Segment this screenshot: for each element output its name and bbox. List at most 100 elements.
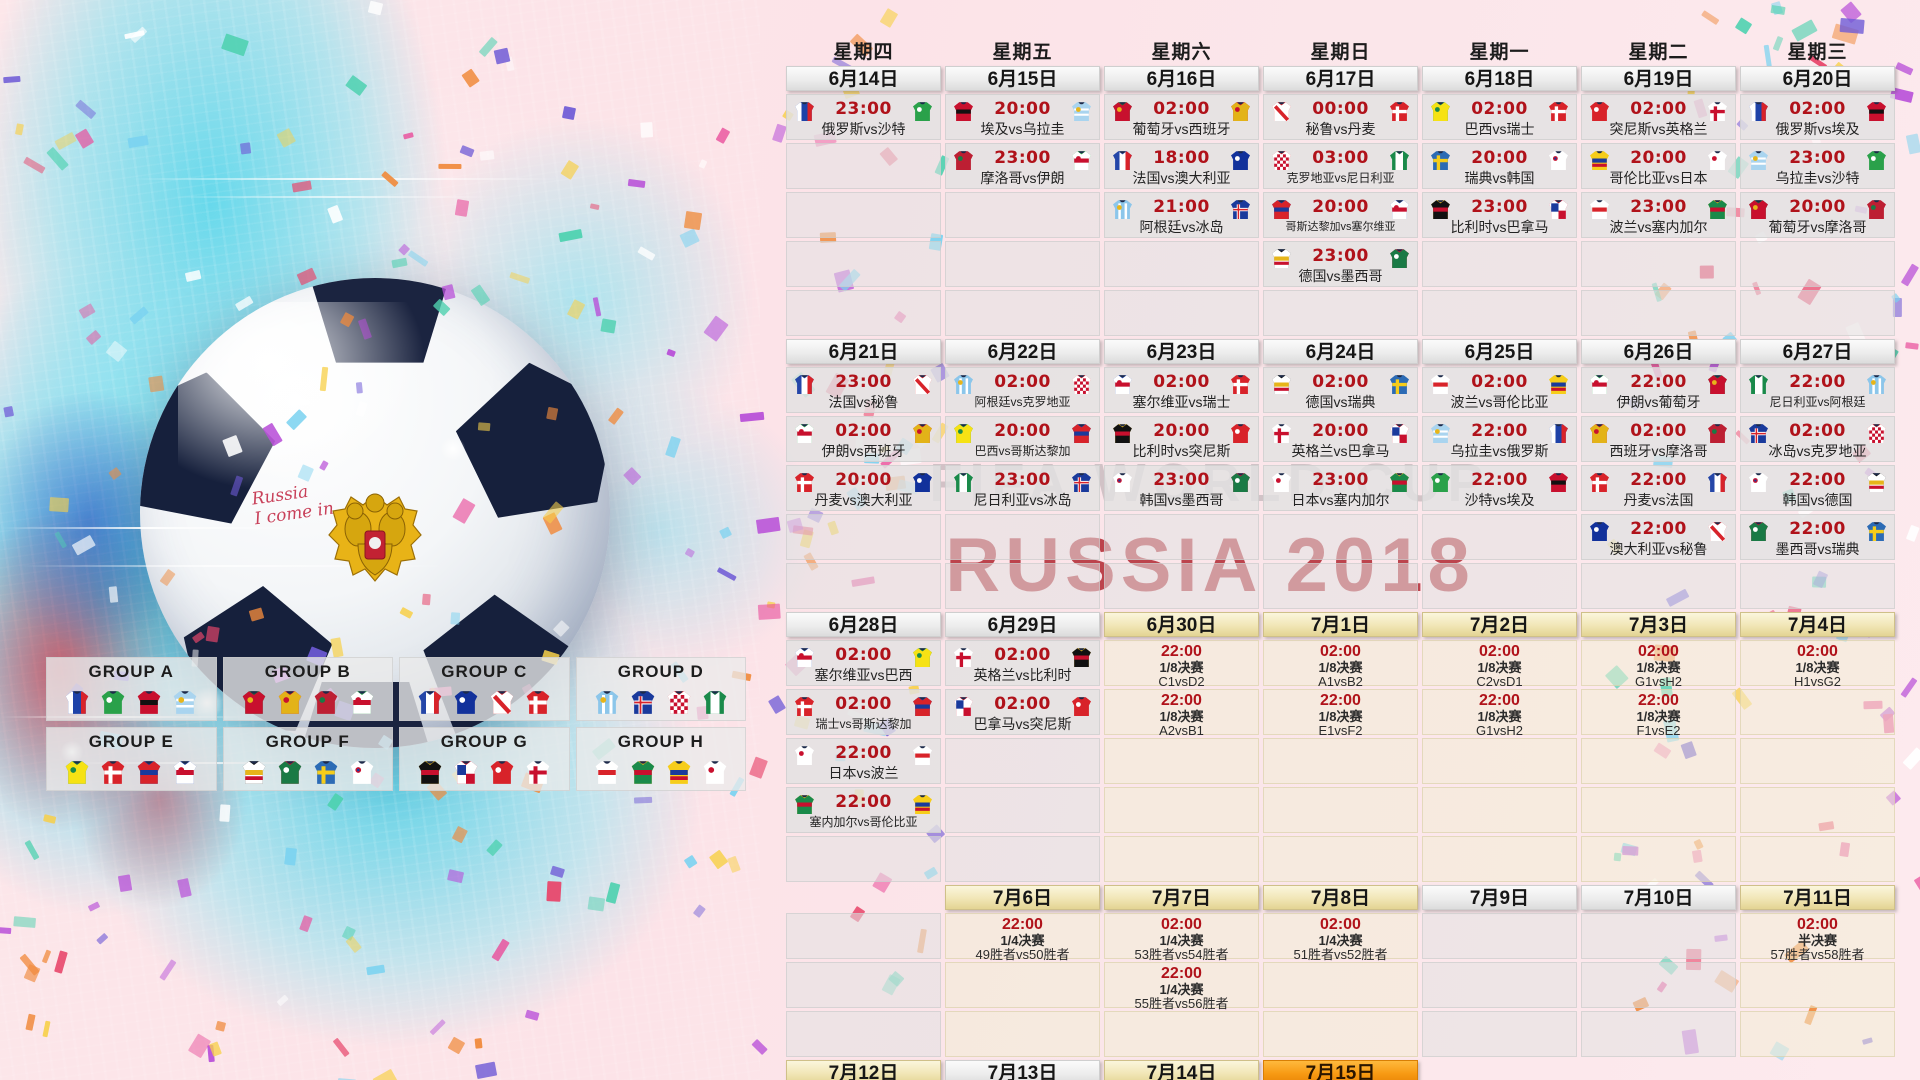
date-header-7月6日[interactable]: 7月6日 — [945, 885, 1100, 910]
date-header-7月12日[interactable]: 7月12日 — [786, 1060, 941, 1080]
match-cell[interactable]: 18:00 法国vs澳大利亚 — [1104, 143, 1259, 189]
group-box-group-h[interactable]: GROUP H — [575, 727, 746, 791]
match-cell[interactable]: 20:00 埃及vs乌拉圭 — [945, 94, 1100, 140]
match-cell[interactable]: 20:00 英格兰vs巴拿马 — [1263, 416, 1418, 462]
date-header-6月14日[interactable]: 6月14日 — [786, 66, 941, 91]
match-cell[interactable]: 21:00 阿根廷vs冰岛 — [1104, 192, 1259, 238]
match-cell[interactable]: 02:00 突尼斯vs英格兰 — [1581, 94, 1736, 140]
knockout-match-cell[interactable]: 22:00 1/8决赛 G1vsH2 — [1422, 689, 1577, 738]
match-cell[interactable]: 23:00 法国vs秘鲁 — [786, 367, 941, 413]
date-header-6月29日[interactable]: 6月29日 — [945, 612, 1100, 637]
knockout-match-cell[interactable]: 22:00 1/8决赛 F1vsE2 — [1581, 689, 1736, 738]
group-box-group-f[interactable]: GROUP F — [222, 727, 393, 791]
date-header-7月7日[interactable]: 7月7日 — [1104, 885, 1259, 910]
knockout-match-cell[interactable]: 02:00 1/8决赛 C2vsD1 — [1422, 640, 1577, 689]
match-cell[interactable]: 02:00 巴西vs瑞士 — [1422, 94, 1577, 140]
knockout-match-cell[interactable]: 22:00 1/8决赛 E1vsF2 — [1263, 689, 1418, 738]
date-header-7月11日[interactable]: 7月11日 — [1740, 885, 1895, 910]
knockout-match-cell[interactable]: 22:00 1/4决赛 55胜者vs56胜者 — [1104, 962, 1259, 1011]
match-cell[interactable]: 02:00 伊朗vs西班牙 — [786, 416, 941, 462]
match-cell[interactable]: 22:00 墨西哥vs瑞典 — [1740, 514, 1895, 560]
match-cell[interactable]: 22:00 日本vs波兰 — [786, 738, 941, 784]
date-header-6月17日[interactable]: 6月17日 — [1263, 66, 1418, 91]
match-cell[interactable]: 20:00 哥斯达黎加vs塞尔维亚 — [1263, 192, 1418, 238]
date-header-7月1日[interactable]: 7月1日 — [1263, 612, 1418, 637]
knockout-match-cell[interactable]: 02:00 半决赛 57胜者vs58胜者 — [1740, 913, 1895, 962]
match-cell[interactable]: 02:00 巴拿马vs突尼斯 — [945, 689, 1100, 735]
match-cell[interactable]: 22:00 澳大利亚vs秘鲁 — [1581, 514, 1736, 560]
match-cell[interactable]: 20:00 比利时vs突尼斯 — [1104, 416, 1259, 462]
match-cell[interactable]: 03:00 克罗地亚vs尼日利亚 — [1263, 143, 1418, 189]
date-header-7月3日[interactable]: 7月3日 — [1581, 612, 1736, 637]
date-header-7月10日[interactable]: 7月10日 — [1581, 885, 1736, 910]
match-cell[interactable]: 02:00 瑞士vs哥斯达黎加 — [786, 689, 941, 735]
match-cell[interactable]: 02:00 西班牙vs摩洛哥 — [1581, 416, 1736, 462]
match-cell[interactable]: 23:00 韩国vs墨西哥 — [1104, 465, 1259, 511]
date-header-7月9日[interactable]: 7月9日 — [1422, 885, 1577, 910]
match-cell[interactable]: 23:00 乌拉圭vs沙特 — [1740, 143, 1895, 189]
date-header-6月20日[interactable]: 6月20日 — [1740, 66, 1895, 91]
match-cell[interactable]: 02:00 冰岛vs克罗地亚 — [1740, 416, 1895, 462]
match-cell[interactable]: 02:00 阿根廷vs克罗地亚 — [945, 367, 1100, 413]
match-cell[interactable]: 02:00 英格兰vs比利时 — [945, 640, 1100, 686]
date-header-6月27日[interactable]: 6月27日 — [1740, 339, 1895, 364]
match-cell[interactable]: 20:00 丹麦vs澳大利亚 — [786, 465, 941, 511]
knockout-match-cell[interactable]: 22:00 1/8决赛 C1vsD2 — [1104, 640, 1259, 689]
date-header-6月25日[interactable]: 6月25日 — [1422, 339, 1577, 364]
date-header-7月14日[interactable]: 7月14日 — [1104, 1060, 1259, 1080]
date-header-6月23日[interactable]: 6月23日 — [1104, 339, 1259, 364]
date-header-6月16日[interactable]: 6月16日 — [1104, 66, 1259, 91]
match-cell[interactable]: 23:00 比利时vs巴拿马 — [1422, 192, 1577, 238]
match-cell[interactable]: 23:00 日本vs塞内加尔 — [1263, 465, 1418, 511]
knockout-match-cell[interactable]: 22:00 1/8决赛 A2vsB1 — [1104, 689, 1259, 738]
match-cell[interactable]: 00:00 秘鲁vs丹麦 — [1263, 94, 1418, 140]
match-cell[interactable]: 23:00 摩洛哥vs伊朗 — [945, 143, 1100, 189]
date-header-7月8日[interactable]: 7月8日 — [1263, 885, 1418, 910]
knockout-match-cell[interactable]: 02:00 1/8决赛 H1vsG2 — [1740, 640, 1895, 689]
match-cell[interactable]: 22:00 韩国vs德国 — [1740, 465, 1895, 511]
knockout-match-cell[interactable]: 02:00 1/8决赛 A1vsB2 — [1263, 640, 1418, 689]
match-cell[interactable]: 23:00 德国vs墨西哥 — [1263, 241, 1418, 287]
group-box-group-g[interactable]: GROUP G — [399, 727, 570, 791]
match-cell[interactable]: 23:00 尼日利亚vs冰岛 — [945, 465, 1100, 511]
group-box-group-a[interactable]: GROUP A — [46, 657, 217, 721]
match-cell[interactable]: 22:00 丹麦vs法国 — [1581, 465, 1736, 511]
knockout-match-cell[interactable]: 02:00 1/4决赛 51胜者vs52胜者 — [1263, 913, 1418, 962]
match-cell[interactable]: 23:00 波兰vs塞内加尔 — [1581, 192, 1736, 238]
date-header-7月13日[interactable]: 7月13日 — [945, 1060, 1100, 1080]
match-cell[interactable]: 02:00 德国vs瑞典 — [1263, 367, 1418, 413]
date-header-6月15日[interactable]: 6月15日 — [945, 66, 1100, 91]
match-cell[interactable]: 20:00 哥伦比亚vs日本 — [1581, 143, 1736, 189]
match-cell[interactable]: 20:00 葡萄牙vs摩洛哥 — [1740, 192, 1895, 238]
match-cell[interactable]: 22:00 乌拉圭vs俄罗斯 — [1422, 416, 1577, 462]
date-header-6月28日[interactable]: 6月28日 — [786, 612, 941, 637]
match-cell[interactable]: 20:00 瑞典vs韩国 — [1422, 143, 1577, 189]
match-cell[interactable]: 02:00 葡萄牙vs西班牙 — [1104, 94, 1259, 140]
date-header-6月18日[interactable]: 6月18日 — [1422, 66, 1577, 91]
match-cell[interactable]: 02:00 塞尔维亚vs巴西 — [786, 640, 941, 686]
match-cell[interactable]: 02:00 俄罗斯vs埃及 — [1740, 94, 1895, 140]
match-cell[interactable]: 23:00 俄罗斯vs沙特 — [786, 94, 941, 140]
match-cell[interactable]: 22:00 塞内加尔vs哥伦比亚 — [786, 787, 941, 833]
group-box-group-e[interactable]: GROUP E — [46, 727, 217, 791]
match-cell[interactable]: 22:00 沙特vs埃及 — [1422, 465, 1577, 511]
date-header-6月21日[interactable]: 6月21日 — [786, 339, 941, 364]
date-header-7月15日[interactable]: 7月15日 — [1263, 1060, 1418, 1080]
date-header-6月30日[interactable]: 6月30日 — [1104, 612, 1259, 637]
date-header-6月19日[interactable]: 6月19日 — [1581, 66, 1736, 91]
knockout-match-cell[interactable]: 02:00 1/4决赛 53胜者vs54胜者 — [1104, 913, 1259, 962]
match-cell[interactable]: 02:00 波兰vs哥伦比亚 — [1422, 367, 1577, 413]
match-cell[interactable]: 22:00 尼日利亚vs阿根廷 — [1740, 367, 1895, 413]
group-box-group-d[interactable]: GROUP D — [575, 657, 746, 721]
match-cell[interactable]: 20:00 巴西vs哥斯达黎加 — [945, 416, 1100, 462]
group-box-group-b[interactable]: GROUP B — [222, 657, 393, 721]
date-header-6月26日[interactable]: 6月26日 — [1581, 339, 1736, 364]
knockout-match-cell[interactable]: 02:00 1/8决赛 G1vsH2 — [1581, 640, 1736, 689]
date-header-7月2日[interactable]: 7月2日 — [1422, 612, 1577, 637]
date-header-6月24日[interactable]: 6月24日 — [1263, 339, 1418, 364]
group-box-group-c[interactable]: GROUP C — [399, 657, 570, 721]
date-header-7月4日[interactable]: 7月4日 — [1740, 612, 1895, 637]
match-cell[interactable]: 22:00 伊朗vs葡萄牙 — [1581, 367, 1736, 413]
match-cell[interactable]: 02:00 塞尔维亚vs瑞士 — [1104, 367, 1259, 413]
date-header-6月22日[interactable]: 6月22日 — [945, 339, 1100, 364]
